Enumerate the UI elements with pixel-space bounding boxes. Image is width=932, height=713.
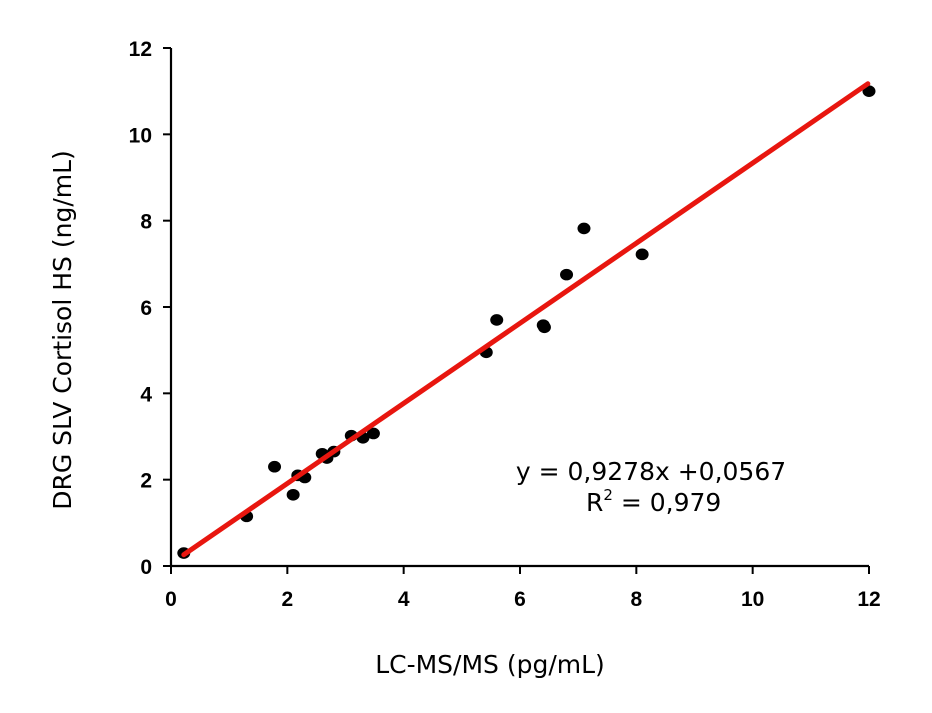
data-point: [537, 321, 551, 334]
regression-line: [181, 81, 871, 558]
x-tick-label: 10: [741, 588, 764, 611]
y-tick-label: 0: [140, 556, 152, 579]
x-ticks: 0 2 4 6 8 10 12: [165, 566, 881, 611]
data-point: [635, 248, 649, 261]
data-point: [560, 268, 574, 281]
data-point: [490, 314, 504, 326]
y-ticks: 0 2 4 6 8 10 12: [129, 38, 171, 579]
x-tick-label: 2: [281, 588, 293, 611]
x-axis-title: LC-MS/MS (pg/mL): [375, 650, 605, 679]
data-point: [268, 460, 282, 473]
data-point: [286, 488, 300, 501]
x-tick-label: 12: [857, 588, 880, 611]
data-point: [862, 85, 876, 97]
regression-equation: y = 0,9278x +0,0567: [516, 457, 786, 486]
r2-base: R: [586, 488, 603, 517]
x-tick-label: 6: [514, 588, 526, 611]
y-axis-title: DRG SLV Cortisol HS (ng/mL): [48, 150, 77, 510]
y-tick-label: 10: [129, 124, 152, 147]
y-tick-label: 6: [140, 297, 152, 320]
y-tick-label: 8: [140, 211, 152, 234]
y-tick-label: 12: [129, 38, 152, 61]
r2-value: = 0,979: [613, 488, 721, 517]
y-tick-label: 2: [140, 470, 152, 493]
axes: [169, 48, 869, 568]
x-tick-label: 4: [398, 588, 410, 611]
data-point: [366, 427, 380, 440]
y-tick-label: 4: [140, 383, 152, 406]
r-squared-annotation: R2 = 0,979: [586, 486, 721, 517]
data-point: [577, 222, 591, 235]
r2-superscript: 2: [603, 486, 613, 504]
x-tick-label: 0: [165, 588, 177, 611]
x-tick-label: 8: [630, 588, 642, 611]
